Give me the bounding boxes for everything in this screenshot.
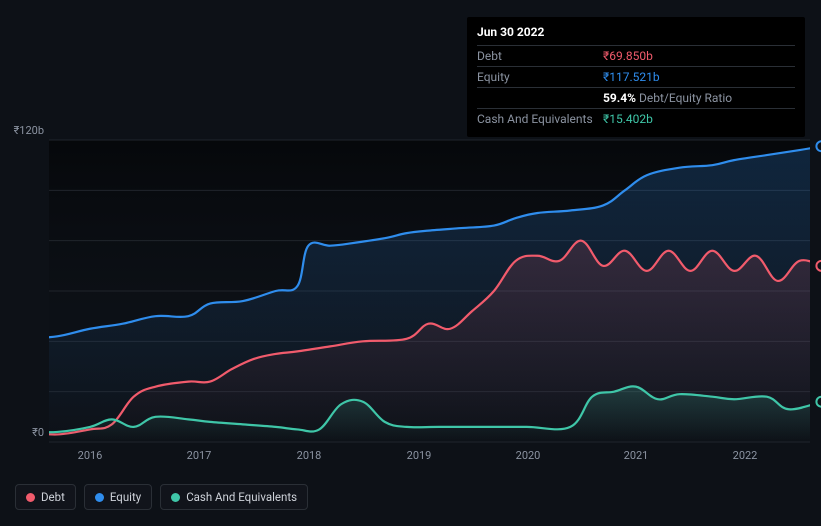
- tooltip-table: Debt ₹69.850b Equity ₹117.521b 59.4% Deb…: [477, 45, 795, 129]
- x-axis-label: 2016: [78, 449, 103, 462]
- tooltip-row-value: ₹15.402b: [603, 109, 795, 130]
- tooltip-row-label: Cash And Equivalents: [477, 109, 603, 130]
- tooltip-row-label: Debt: [477, 46, 603, 67]
- x-axis-label: 2020: [516, 449, 541, 462]
- legend-item[interactable]: Debt: [15, 484, 76, 510]
- tooltip-row-label: [477, 88, 603, 109]
- legend-item[interactable]: Cash And Equivalents: [160, 484, 308, 510]
- chart-root: { "canvas": { "width": 821, "height": 52…: [0, 0, 821, 526]
- legend-item[interactable]: Equity: [84, 484, 152, 510]
- tooltip-date: Jun 30 2022: [477, 23, 795, 45]
- chart-legend: Debt Equity Cash And Equivalents: [15, 484, 308, 510]
- x-axis-label: 2022: [733, 449, 758, 462]
- legend-label: Equity: [110, 490, 141, 504]
- chart-tooltip: Jun 30 2022 Debt ₹69.850b Equity ₹117.52…: [467, 17, 805, 137]
- x-axis-label: 2017: [187, 449, 212, 462]
- legend-label: Debt: [41, 490, 65, 504]
- tooltip-row-label: Equity: [477, 67, 603, 88]
- x-axis-label: 2019: [407, 449, 432, 462]
- legend-dot-icon: [26, 493, 35, 502]
- tooltip-row-value: 59.4% Debt/Equity Ratio: [603, 88, 795, 109]
- legend-dot-icon: [95, 493, 104, 502]
- x-axis-label: 2018: [297, 449, 322, 462]
- tooltip-row-value: ₹117.521b: [603, 67, 795, 88]
- x-axis-label: 2021: [624, 449, 649, 462]
- legend-label: Cash And Equivalents: [186, 490, 297, 504]
- tooltip-row-value: ₹69.850b: [603, 46, 795, 67]
- legend-dot-icon: [171, 493, 180, 502]
